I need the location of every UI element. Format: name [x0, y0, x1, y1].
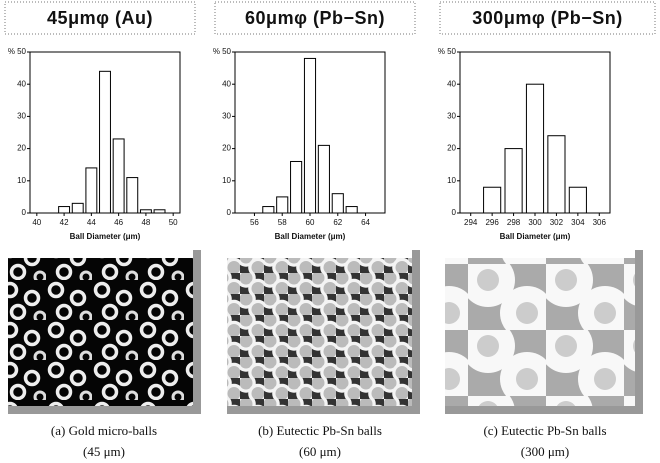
bar [548, 136, 565, 213]
x-tick-label: 46 [114, 218, 123, 227]
y-tick-label: 20 [17, 144, 26, 153]
caption: (a) Gold micro-balls [51, 423, 157, 438]
y-tick-label: 30 [447, 112, 456, 121]
x-tick-label: 296 [485, 218, 499, 227]
y-tick-label: 0 [452, 208, 457, 217]
x-axis-label: Ball Diameter (μm) [275, 232, 346, 241]
y-tick-label: 50 [222, 47, 231, 56]
bar [59, 207, 70, 213]
x-tick-label: 48 [141, 218, 150, 227]
x-axis-label: Ball Diameter (μm) [500, 232, 571, 241]
y-tick-label: 40 [17, 79, 26, 88]
bar [569, 187, 586, 213]
bar [291, 161, 302, 213]
bar [100, 71, 111, 213]
y-tick-label: 50 [447, 47, 456, 56]
caption: (60 μm) [299, 444, 341, 459]
chart-title: 300μmφ (Pb−Sn) [472, 8, 622, 28]
bar [277, 197, 288, 213]
y-tick-label: 40 [222, 79, 231, 88]
bar [484, 187, 501, 213]
x-tick-label: 58 [278, 218, 287, 227]
y-tick-label: 10 [222, 176, 231, 185]
y-tick-label: 50 [17, 47, 26, 56]
figure: 45μmφ (Au)01020304050%404244464850Ball D… [0, 0, 660, 463]
bar [72, 203, 83, 213]
chart-title: 60μmφ (Pb−Sn) [245, 8, 385, 28]
bar [113, 139, 124, 213]
x-tick-label: 302 [550, 218, 564, 227]
bar [346, 207, 357, 213]
bar [318, 145, 329, 213]
y-tick-label: 30 [222, 112, 231, 121]
y-tick-label: 20 [222, 144, 231, 153]
bar [505, 149, 522, 213]
photo-a [8, 250, 201, 414]
x-tick-label: 42 [60, 218, 69, 227]
y-tick-label: 10 [447, 176, 456, 185]
y-tick-label: 0 [227, 208, 232, 217]
x-tick-label: 56 [250, 218, 259, 227]
chart-title: 45μmφ (Au) [47, 8, 153, 28]
x-tick-label: 40 [32, 218, 41, 227]
x-tick-label: 306 [593, 218, 607, 227]
y-tick-label: 30 [17, 112, 26, 121]
x-tick-label: 298 [507, 218, 521, 227]
x-tick-label: 50 [169, 218, 178, 227]
photo-c [445, 250, 643, 414]
x-tick-label: 294 [464, 218, 478, 227]
x-tick-label: 304 [571, 218, 585, 227]
caption: (b) Eutectic Pb-Sn balls [258, 423, 382, 438]
y-tick-label: 20 [447, 144, 456, 153]
x-tick-label: 62 [333, 218, 342, 227]
y-tick-label: 0 [22, 208, 27, 217]
caption: (45 μm) [83, 444, 125, 459]
y-axis-label: % [8, 47, 15, 56]
y-tick-label: 10 [17, 176, 26, 185]
caption: (300 μm) [521, 444, 570, 459]
y-tick-label: 40 [447, 79, 456, 88]
bar [304, 58, 315, 213]
x-tick-label: 44 [87, 218, 96, 227]
bar [86, 168, 97, 213]
y-axis-label: % [438, 47, 445, 56]
x-tick-label: 64 [361, 218, 370, 227]
bar [127, 178, 138, 213]
bar [263, 207, 274, 213]
caption: (c) Eutectic Pb-Sn balls [483, 423, 606, 438]
x-tick-label: 60 [306, 218, 315, 227]
photo-b [227, 250, 420, 414]
bar [332, 194, 343, 213]
y-axis-label: % [213, 47, 220, 56]
x-tick-label: 300 [528, 218, 542, 227]
bar [526, 84, 543, 213]
x-axis-label: Ball Diameter (μm) [70, 232, 141, 241]
